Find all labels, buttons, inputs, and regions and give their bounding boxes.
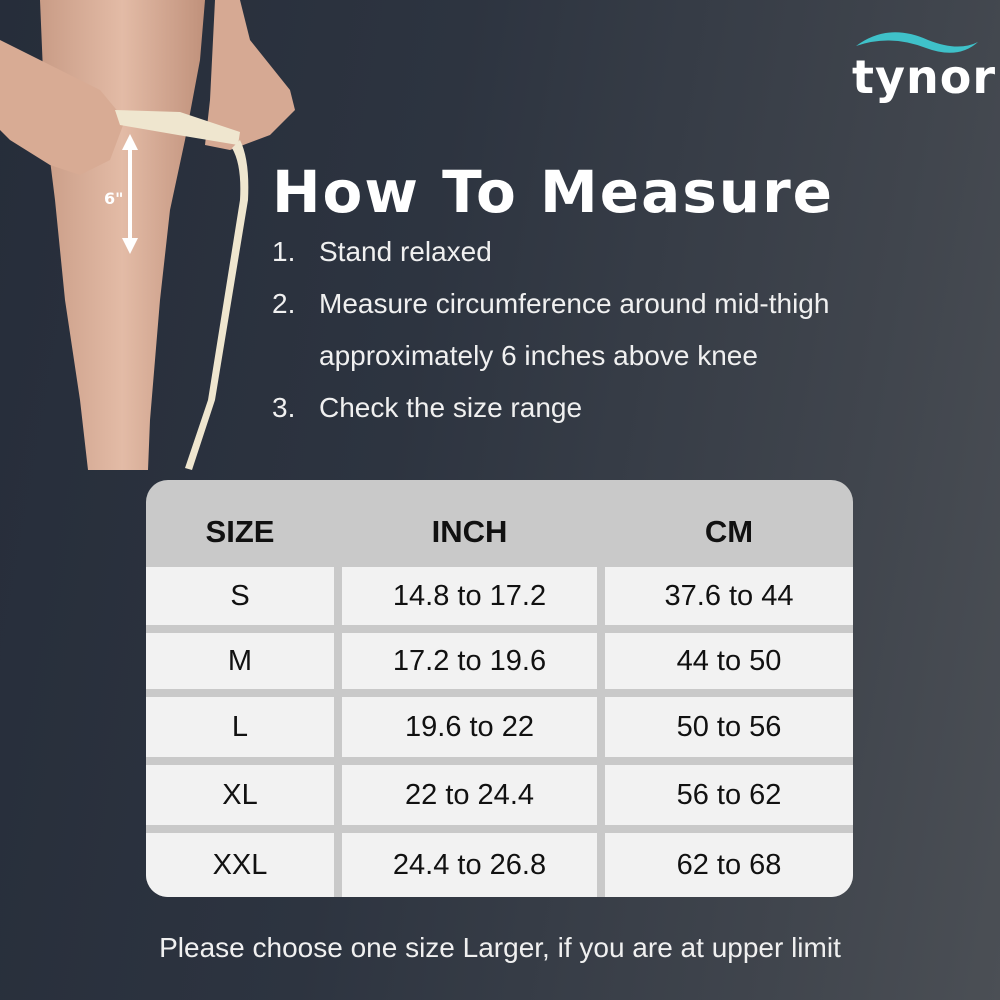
size-cell: L	[146, 697, 334, 757]
size-cell: XXL	[146, 833, 334, 897]
step-3: 3. Check the size range	[272, 392, 583, 423]
inch-cell: 19.6 to 22	[342, 697, 597, 757]
inch-cell: 22 to 24.4	[342, 765, 597, 825]
cm-cell: 56 to 62	[605, 765, 853, 825]
header-cm: CM	[704, 514, 754, 549]
size-cell: S	[146, 567, 334, 625]
cm-cell: 62 to 68	[605, 833, 853, 897]
cm-cell: 37.6 to 44	[605, 567, 853, 625]
step-2-continued: approximately 6 inches above knee	[319, 340, 758, 371]
inch-cell: 17.2 to 19.6	[342, 633, 597, 689]
logo-swoosh-icon	[856, 32, 978, 53]
size-cell: M	[146, 633, 334, 689]
step-2: 2. Measure circumference around mid-thigh	[272, 288, 830, 319]
footer-note: Please choose one size Larger, if you ar…	[159, 932, 841, 963]
header-inch: INCH	[431, 514, 508, 549]
header-size: SIZE	[205, 514, 275, 549]
inch-cell: 24.4 to 26.8	[342, 833, 597, 897]
brand-logo: tynor	[848, 22, 995, 104]
inch-cell: 14.8 to 17.2	[342, 567, 597, 625]
measure-label: 6"	[104, 189, 123, 208]
cm-cell: 50 to 56	[605, 697, 853, 757]
step-1: 1. Stand relaxed	[272, 236, 492, 267]
size-chart-table: SIZE INCH CM S 14.8 to 17.2 37.6 to 44 M 17.…	[146, 480, 853, 897]
leg-measuring-illustration: 6"	[0, 0, 295, 470]
size-cell: XL	[146, 765, 334, 825]
logo-text: tynor	[852, 50, 997, 104]
cm-cell: 44 to 50	[605, 633, 853, 689]
page-title: How To Measure	[272, 158, 835, 226]
